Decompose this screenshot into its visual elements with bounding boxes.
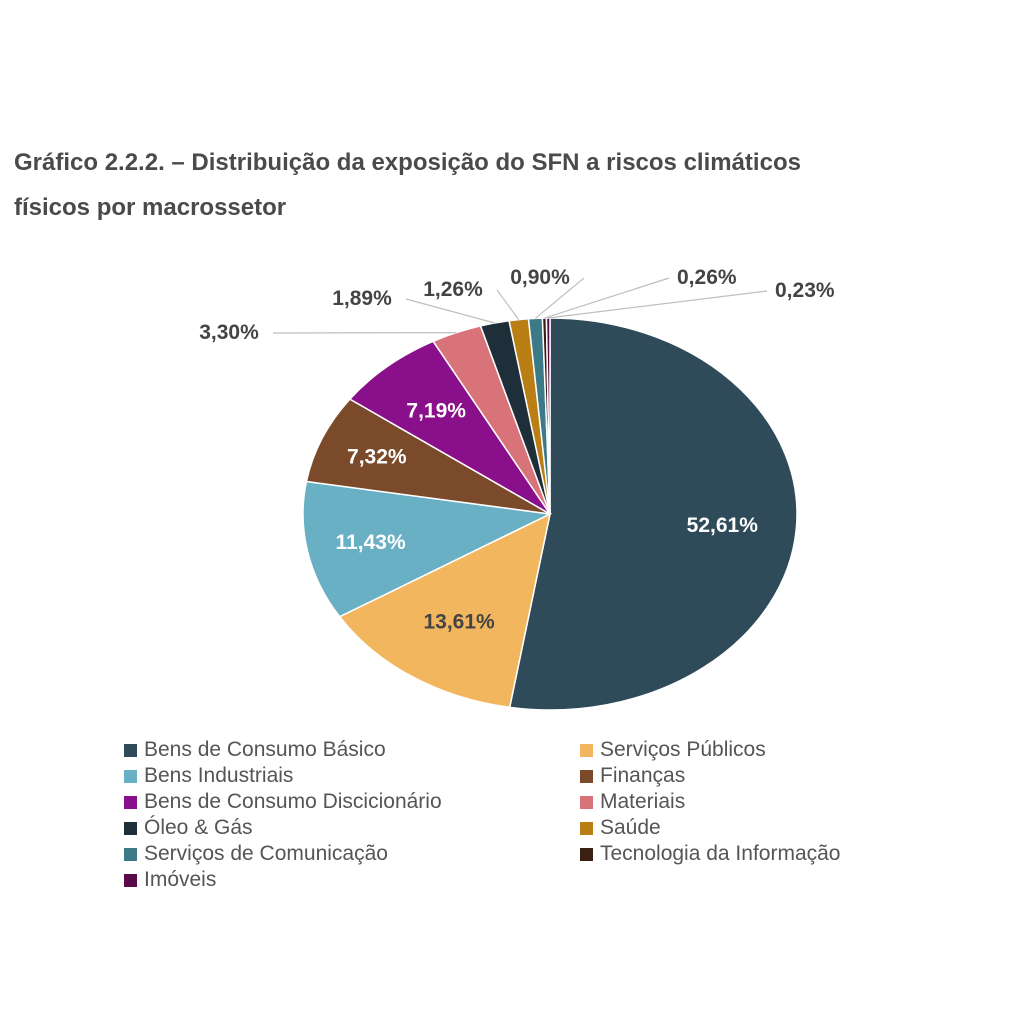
leader-line-oleo-gas xyxy=(405,298,495,324)
legend-swatch xyxy=(124,795,137,809)
chart-legend: Bens de Consumo Básico Serviços Públicos B… xyxy=(124,737,984,893)
data-label-tecnologia-da-informacao: 0,26% xyxy=(677,266,737,289)
data-label-bens-industriais: 11,43% xyxy=(336,531,406,554)
legend-item-servicos-de-comunicacao: Serviços de Comunicação xyxy=(124,841,580,867)
legend-item-servicos-publicos: Serviços Públicos xyxy=(580,737,980,763)
data-label-servicos-de-comunicacao: 0,90% xyxy=(510,266,570,289)
legend-label: Materiais xyxy=(600,790,686,813)
legend-swatch xyxy=(124,821,137,835)
legend-swatch xyxy=(124,873,137,887)
legend-item-oleo-gas: Óleo & Gás xyxy=(124,815,580,841)
data-label-bens-de-consumo-basico: 52,61% xyxy=(687,514,759,537)
legend-label: Imóveis xyxy=(144,868,217,891)
legend-swatch xyxy=(124,847,137,861)
data-label-financas: 7,32% xyxy=(347,446,407,469)
data-label-servicos-publicos: 13,61% xyxy=(423,610,495,633)
pie-slice-bens-industriais xyxy=(302,480,553,618)
legend-label: Bens Industriais xyxy=(144,764,294,787)
pie-slice-bens-de-consumo-basico xyxy=(508,317,798,711)
leader-line-saude xyxy=(496,289,520,320)
legend-label: Óleo & Gás xyxy=(144,816,253,839)
legend-item-financas: Finanças xyxy=(580,763,980,789)
legend-swatch xyxy=(124,769,137,783)
data-label-imoveis: 0,23% xyxy=(775,279,835,302)
legend-label: Bens de Consumo Discicionário xyxy=(144,790,442,813)
legend-label: Serviços de Comunicação xyxy=(144,842,388,865)
chart-title-line-2: físicos por macrossetor xyxy=(14,194,287,221)
data-label-materiais: 3,30% xyxy=(199,321,259,344)
leader-line-tecnologia-da-informacao xyxy=(544,277,670,319)
chart-title: Gráfico 2.2.2. – Distribuição da exposiç… xyxy=(14,140,1014,230)
legend-item-imoveis: Imóveis xyxy=(124,867,580,893)
legend-swatch xyxy=(580,743,593,757)
data-label-saude: 1,26% xyxy=(423,278,483,301)
legend-item-materiais: Materiais xyxy=(580,789,980,815)
legend-item-bens-de-consumo-basico: Bens de Consumo Básico xyxy=(124,737,580,763)
legend-item-saude: Saúde xyxy=(580,815,980,841)
leader-line-servicos-de-comunicacao xyxy=(535,277,585,319)
legend-swatch xyxy=(580,795,593,809)
legend-swatch xyxy=(124,743,137,757)
chart-title-line-1: Gráfico 2.2.2. – Distribuição da exposiç… xyxy=(14,149,801,176)
legend-swatch xyxy=(580,769,593,783)
legend-swatch xyxy=(580,821,593,835)
data-label-bens-de-consumo-discicionario: 7,19% xyxy=(406,400,466,423)
legend-swatch xyxy=(580,847,593,861)
leader-line-imoveis xyxy=(548,290,768,319)
legend-label: Bens de Consumo Básico xyxy=(144,738,386,761)
legend-label: Saúde xyxy=(600,816,661,839)
pie-slice-servicos-publicos xyxy=(338,512,552,709)
data-label-oleo-gas: 1,89% xyxy=(332,287,392,310)
legend-item-bens-de-consumo-discicionario: Bens de Consumo Discicionário xyxy=(124,789,580,815)
legend-label: Tecnologia da Informação xyxy=(600,842,841,865)
legend-label: Serviços Públicos xyxy=(600,738,766,761)
legend-item-bens-industriais: Bens Industriais xyxy=(124,763,580,789)
pie-slice-bens-de-consumo-discicionario xyxy=(348,340,551,515)
legend-item-tecnologia-da-informacao: Tecnologia da Informação xyxy=(580,841,980,867)
legend-label: Finanças xyxy=(600,764,686,787)
pie-slice-financas xyxy=(305,398,551,515)
